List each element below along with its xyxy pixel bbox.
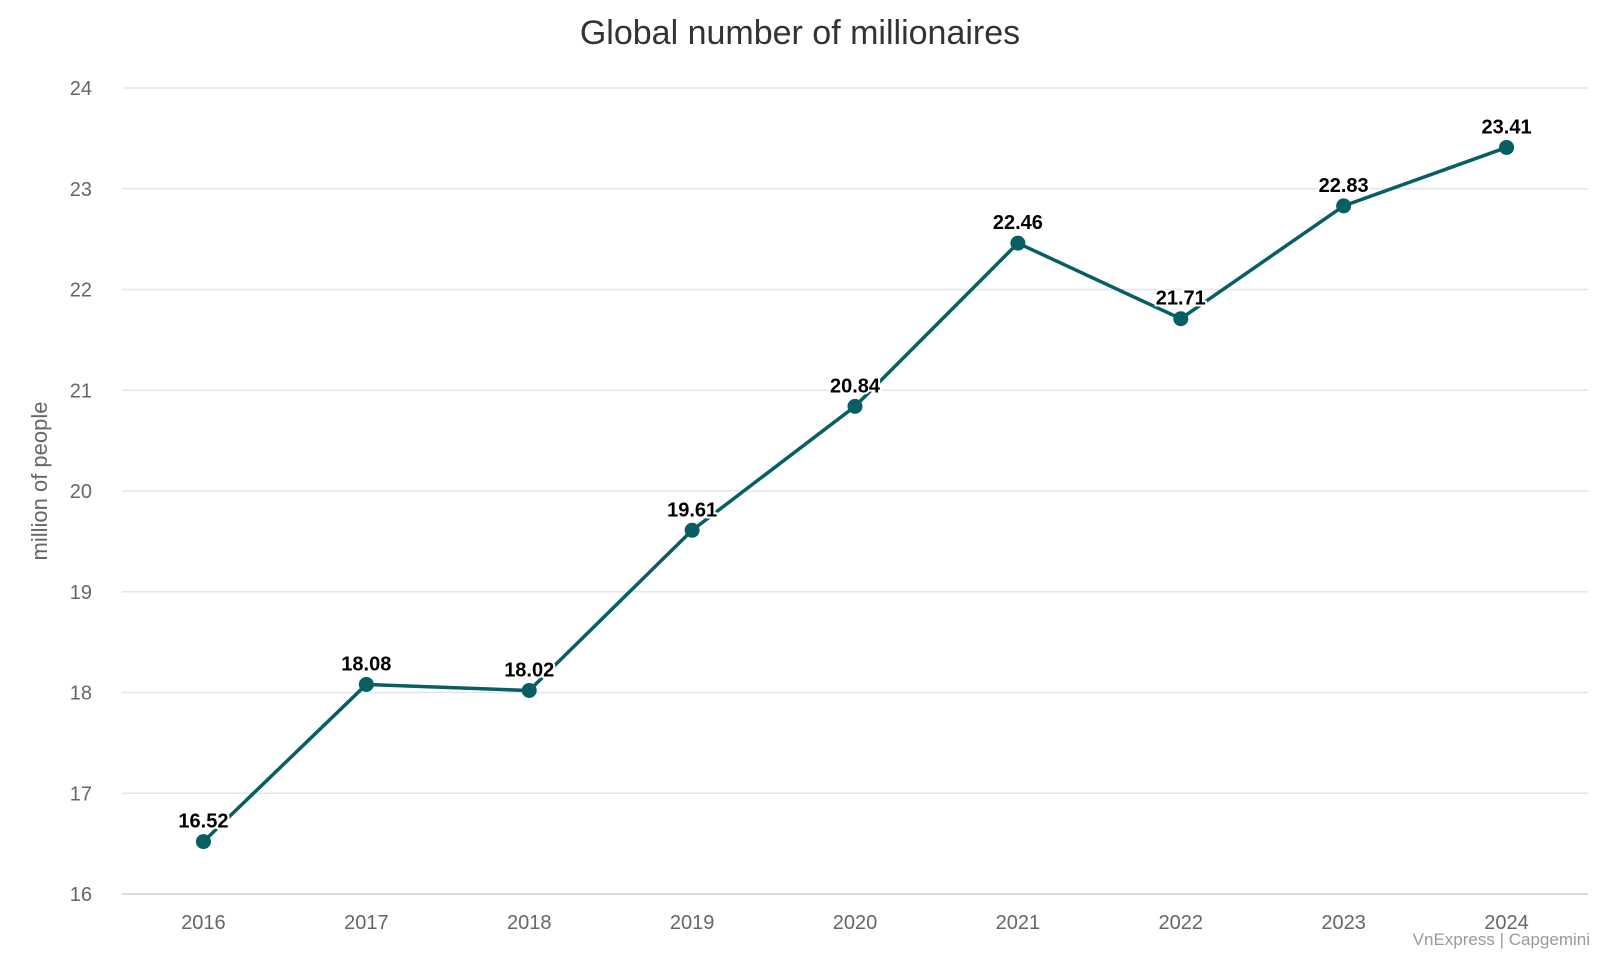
data-point [1010, 235, 1026, 251]
data-label: 18.08 [341, 653, 391, 675]
data-point [1336, 198, 1352, 214]
y-tick-label: 19 [70, 582, 92, 604]
x-tick-label: 2023 [1321, 912, 1366, 934]
x-tick-label: 2017 [344, 912, 389, 934]
x-tick-label: 2019 [670, 912, 715, 934]
data-point [684, 522, 700, 538]
data-point [1499, 139, 1515, 155]
x-tick-label: 2021 [996, 912, 1041, 934]
x-axis-ticks: 2016 2017 2018 2019 2020 2021 2022 2023 2024 [181, 912, 1529, 934]
y-axis-label: million of people [27, 402, 52, 561]
series-group [195, 139, 1515, 850]
data-label: 22.46 [993, 212, 1043, 234]
x-tick-label: 2018 [507, 912, 552, 934]
series-line [202, 145, 1508, 843]
y-axis-ticks: 16 17 18 19 20 21 22 23 24 [70, 78, 92, 906]
gridlines [122, 87, 1588, 895]
x-tick-label: 2022 [1159, 912, 1204, 934]
data-label: 21.71 [1156, 288, 1206, 310]
data-point [358, 676, 374, 692]
data-point [847, 398, 863, 414]
y-tick-label: 20 [70, 481, 92, 503]
y-tick-label: 17 [70, 783, 92, 805]
x-tick-label: 2024 [1484, 912, 1529, 934]
data-label: 22.83 [1319, 175, 1369, 197]
x-tick-label: 2020 [833, 912, 878, 934]
data-point [1173, 311, 1189, 327]
data-labels: 16.52 18.08 18.02 19.61 20.84 22.46 21.71 22.83… [176, 114, 1533, 834]
y-tick-label: 22 [70, 280, 92, 302]
data-label: 20.84 [830, 375, 881, 397]
data-point [195, 834, 211, 850]
y-tick-label: 16 [70, 884, 92, 906]
data-point [521, 682, 537, 698]
data-label: 16.52 [178, 811, 228, 833]
chart-title: Global number of millionaires [579, 14, 1021, 52]
y-tick-label: 21 [70, 380, 92, 402]
data-label: 18.02 [504, 659, 554, 681]
x-tick-label: 2016 [181, 912, 226, 934]
y-tick-label: 24 [70, 78, 92, 100]
data-label: 19.61 [667, 499, 717, 521]
y-tick-label: 23 [70, 179, 92, 201]
y-tick-label: 18 [70, 683, 92, 705]
data-label: 23.41 [1482, 116, 1532, 138]
source-credit: VnExpress | Capgemini [1412, 930, 1590, 949]
